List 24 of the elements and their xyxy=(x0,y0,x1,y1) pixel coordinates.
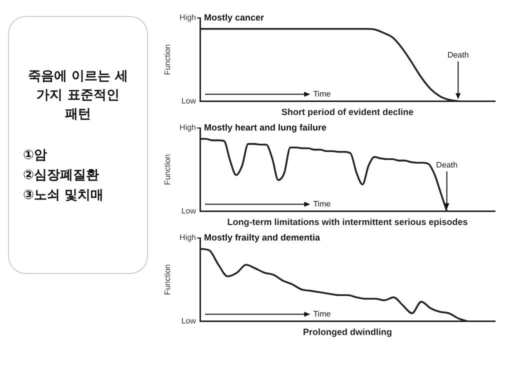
text: High xyxy=(180,123,196,132)
text: ②심장폐질환 xyxy=(23,167,100,185)
annotation: Time xyxy=(313,89,332,98)
y-axis-title: Function xyxy=(163,44,172,75)
x-axis-title: Short period of evident decline xyxy=(281,107,414,118)
x-axis-title: Prolonged dwindling xyxy=(303,327,392,338)
annotation: Time xyxy=(313,309,332,318)
annotation: Death xyxy=(436,160,458,170)
text: Low xyxy=(181,316,196,326)
text: High xyxy=(180,13,196,22)
text: ①암 xyxy=(23,147,48,165)
y-axis-title: Function xyxy=(163,154,172,185)
chart-title: Mostly frailty and dementia xyxy=(204,232,322,242)
text: ③노쇠 및치매 xyxy=(23,187,105,205)
chart-title: Mostly cancer xyxy=(204,12,265,22)
text: Low xyxy=(181,206,196,216)
annotation: Time xyxy=(313,199,332,208)
chart-title: Mostly heart and lung failure xyxy=(204,122,327,132)
y-axis-title: Function xyxy=(163,264,172,295)
text: 죽음에 이르는 세 가지 표준적인 패턴 xyxy=(26,68,130,124)
annotation: Death xyxy=(447,50,469,60)
x-axis-title: Long-term limitations with intermittent serious episodes xyxy=(227,217,468,228)
text: Low xyxy=(181,96,196,106)
text: High xyxy=(180,233,196,242)
